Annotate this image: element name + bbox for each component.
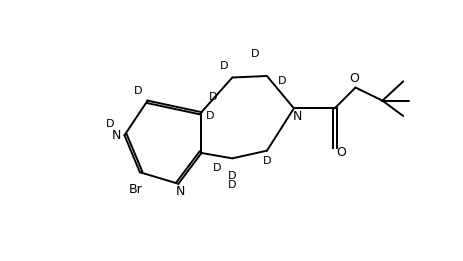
Text: Br: Br	[129, 183, 143, 196]
Text: D: D	[278, 76, 287, 86]
Text: D: D	[251, 49, 260, 60]
Text: D: D	[106, 119, 115, 129]
Text: D: D	[228, 180, 237, 190]
Text: O: O	[349, 72, 359, 85]
Text: D: D	[213, 163, 221, 173]
Text: D: D	[209, 92, 217, 102]
Text: D: D	[134, 86, 143, 96]
Text: D: D	[263, 156, 271, 166]
Text: O: O	[336, 146, 346, 159]
Text: N: N	[292, 110, 302, 122]
Text: N: N	[176, 185, 185, 198]
Text: N: N	[112, 129, 121, 142]
Text: D: D	[220, 61, 229, 71]
Text: D: D	[228, 171, 237, 181]
Text: D: D	[206, 111, 214, 121]
